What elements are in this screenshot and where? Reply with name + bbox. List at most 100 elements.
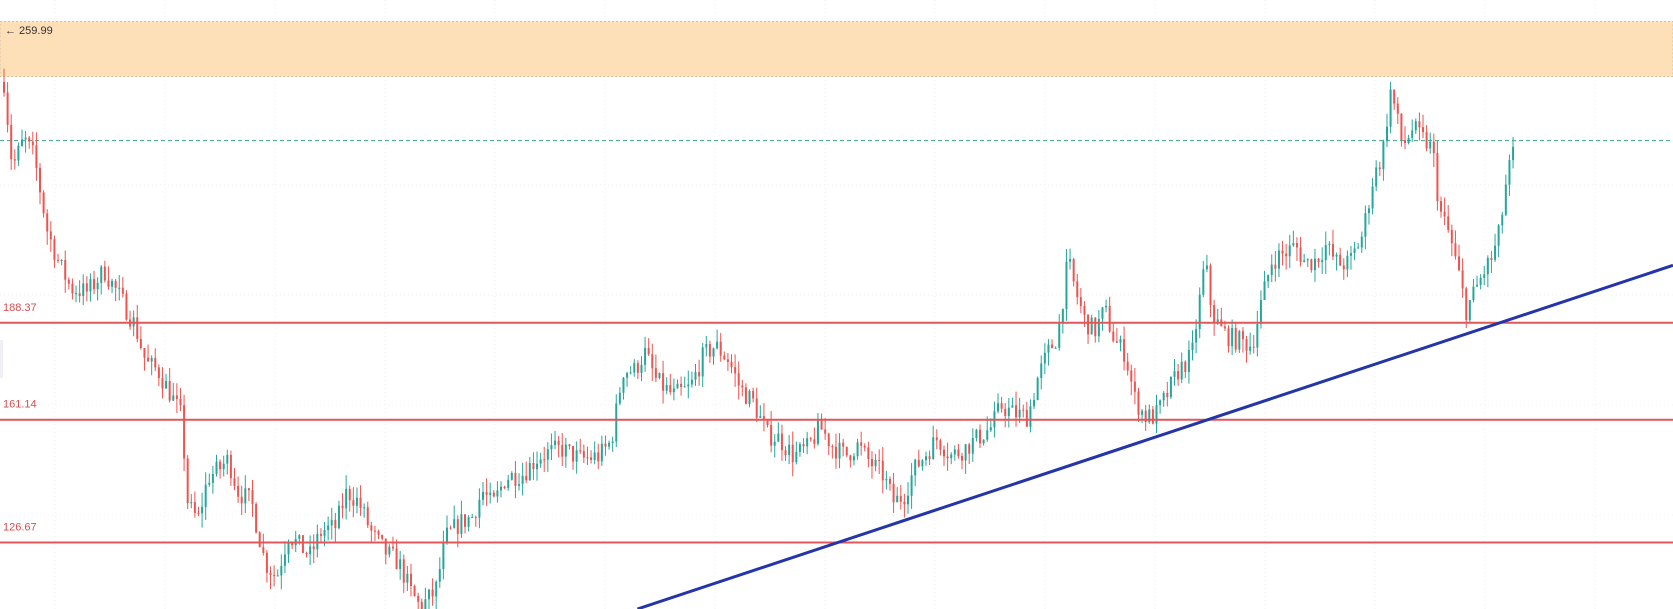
candle-body (244, 488, 247, 504)
candle-body (1479, 277, 1482, 285)
candle-body (1440, 201, 1443, 212)
candle (881, 446, 884, 494)
candle-body (557, 440, 560, 446)
candle (226, 449, 229, 475)
candle (802, 438, 805, 454)
candle (1411, 119, 1414, 142)
candle (1512, 137, 1515, 169)
candle (568, 443, 571, 450)
candle (366, 501, 369, 528)
candle (175, 383, 178, 414)
candle (165, 373, 168, 389)
candle-body (186, 458, 189, 504)
candle (997, 393, 1000, 414)
candle-body (312, 546, 315, 550)
candle-body (939, 440, 942, 450)
candle-body (1007, 407, 1010, 417)
candle-body (654, 368, 657, 378)
candle (1360, 231, 1363, 253)
candle (1458, 244, 1461, 272)
candle (608, 440, 611, 450)
candle-body (1270, 264, 1273, 276)
candle (1123, 326, 1126, 371)
candle (1173, 359, 1176, 386)
candle (1367, 205, 1370, 225)
candle-body (1486, 257, 1489, 275)
candle-body (251, 490, 254, 505)
candle (813, 427, 816, 449)
candle (337, 500, 340, 530)
candle (129, 310, 132, 330)
candle-body (100, 266, 103, 283)
candle-body (806, 438, 809, 447)
candle-body (870, 458, 873, 467)
candle-body (445, 527, 448, 543)
candle (1076, 273, 1079, 305)
candle-body (1501, 214, 1504, 226)
candle (478, 488, 481, 529)
candle (1000, 396, 1003, 413)
candle (1227, 325, 1230, 353)
candle-body (813, 439, 816, 444)
candle-body (1349, 253, 1352, 256)
candle (1144, 405, 1147, 431)
candle (1450, 224, 1453, 257)
candle-body (107, 280, 110, 287)
candle (71, 278, 74, 300)
candle-body (42, 192, 45, 214)
candle-body (1108, 305, 1111, 332)
candle-body (1137, 391, 1140, 415)
candle (870, 451, 873, 479)
candle (1465, 286, 1468, 329)
candle (1339, 247, 1342, 266)
candle-body (1079, 297, 1082, 307)
candle (1393, 89, 1396, 110)
candle (896, 487, 899, 503)
candle-body (892, 483, 895, 503)
candle (1263, 270, 1266, 301)
candle-body (831, 446, 834, 448)
candle-body (258, 532, 261, 548)
candle (208, 473, 211, 487)
candle (1328, 241, 1331, 256)
support-levels: 188.37 161.14 126.67 (0, 302, 1673, 544)
candle-body (64, 259, 67, 280)
candle-body (777, 433, 780, 442)
candle (427, 588, 430, 609)
candle-body (852, 456, 855, 461)
candle (1407, 134, 1410, 145)
candle (957, 443, 960, 459)
candle-body (795, 451, 798, 463)
candle (17, 142, 20, 166)
candle (777, 422, 780, 442)
candle (471, 513, 474, 518)
candle-body (1087, 314, 1090, 335)
candle (935, 429, 938, 450)
candle-body (1004, 408, 1007, 417)
trendline[interactable] (636, 263, 1673, 609)
candle-body (1187, 349, 1190, 372)
candle-body (1259, 300, 1262, 324)
candle-body (694, 372, 697, 380)
candle-body (1205, 265, 1208, 270)
scroll-handle[interactable] (0, 340, 3, 378)
candle (820, 413, 823, 430)
candle-body (1418, 121, 1421, 128)
candle (1313, 248, 1316, 282)
candle (1454, 230, 1457, 260)
candle-body (453, 519, 456, 528)
candle (1101, 306, 1104, 331)
candle-body (672, 388, 675, 393)
candle-body (215, 461, 218, 474)
candle-body (78, 293, 81, 297)
candle-body (1339, 254, 1342, 266)
candle (1025, 401, 1028, 427)
candle (78, 280, 81, 303)
candle-body (798, 444, 801, 452)
candle (1310, 258, 1313, 273)
candle (215, 454, 218, 477)
candle-body (1252, 346, 1255, 348)
candle-body (1288, 245, 1291, 257)
